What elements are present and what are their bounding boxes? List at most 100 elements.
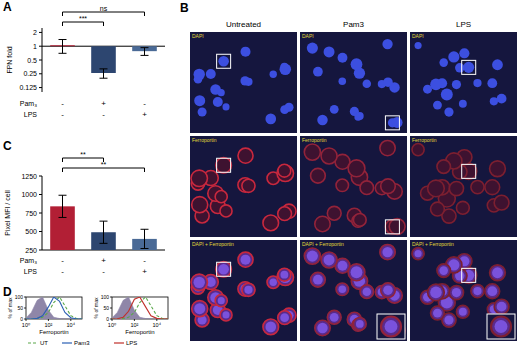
nucleus [414, 250, 421, 257]
nucleus [324, 46, 335, 57]
cell [278, 164, 291, 177]
histogram-line [112, 297, 168, 319]
nucleus [448, 51, 459, 62]
cell [336, 179, 349, 192]
y-tick-label: 100 [15, 294, 24, 300]
y-tick [110, 297, 112, 298]
cell [216, 261, 232, 277]
x-axis-label: Ferroportin [125, 329, 154, 335]
micrograph: DAPI + Ferroportin [410, 240, 517, 341]
inset-cell [381, 317, 401, 337]
y-tick [39, 176, 42, 177]
cell [321, 148, 337, 164]
error-bar [141, 229, 149, 248]
y-tick-label: 250 [25, 247, 37, 254]
figure: AFPN fold0.1250.250.512Pam₃-+-LPS--+ns**… [0, 0, 520, 347]
nucleus [240, 47, 250, 57]
cell [220, 205, 232, 217]
histogram-line [112, 297, 168, 319]
cell [381, 179, 396, 194]
cell [431, 306, 445, 320]
cell [380, 140, 395, 155]
nucleus [441, 89, 453, 101]
nucleus [194, 69, 205, 80]
nucleus [363, 79, 372, 88]
image-background [300, 136, 407, 237]
cell [315, 216, 330, 231]
nucleus [265, 322, 276, 333]
error-cap [59, 195, 67, 196]
channel-label: DAPI + Ferroportin [302, 241, 344, 247]
channel-label: DAPI [192, 33, 204, 39]
error-cap [141, 248, 149, 249]
treatment-sign: + [142, 267, 147, 276]
cell [494, 195, 509, 210]
nucleus [473, 287, 481, 295]
treatment-sign: - [143, 99, 146, 108]
nucleus [280, 64, 292, 76]
cell [304, 248, 320, 264]
nucleus [194, 95, 205, 106]
channel-label: DAPI [302, 33, 314, 39]
error-cap [100, 221, 108, 222]
cell [353, 318, 366, 331]
panel-label: B [180, 1, 189, 15]
significance: ns [100, 5, 108, 12]
cell [412, 248, 424, 260]
micrograph: DAPI + Ferroportin [190, 240, 297, 341]
error-cap [59, 217, 67, 218]
treatment-label: LPS [24, 268, 38, 275]
nucleus [338, 261, 348, 271]
cell [215, 295, 227, 307]
cell [389, 219, 405, 235]
cell [191, 274, 207, 290]
cell [191, 170, 207, 186]
nucleus [459, 308, 467, 316]
significance-bracket [63, 22, 104, 26]
image-background [300, 240, 407, 341]
nucleus [444, 315, 453, 324]
cell [381, 283, 396, 298]
cell [278, 311, 292, 325]
nucleus [487, 286, 497, 296]
significance: ** [80, 151, 86, 158]
image-background [190, 240, 297, 341]
nucleus [383, 285, 393, 295]
error-cap [59, 53, 67, 54]
nucleus [313, 275, 323, 285]
cell [428, 284, 445, 301]
legend-swatch [114, 342, 124, 343]
nucleus [280, 63, 288, 71]
nucleus [218, 56, 229, 67]
error-line [103, 221, 104, 243]
treatment-sign: - [61, 256, 64, 265]
legend-swatch [28, 342, 38, 343]
zoom-box [462, 60, 476, 74]
nucleus [351, 58, 363, 70]
nucleus [270, 279, 277, 286]
nucleus [213, 97, 223, 107]
nucleus [439, 58, 448, 67]
histogram-chart: 05010010⁰10²10⁴% of maxFerroportinLPS [93, 294, 168, 346]
cell [311, 272, 326, 287]
nucleus [433, 101, 442, 110]
x-tick-label: 10⁴ [153, 322, 162, 328]
bar-chart: AFPN fold0.1250.250.512Pam₃-+-LPS--+ns**… [3, 0, 165, 119]
treatment-label: Pam₃ [20, 257, 37, 264]
cell [360, 285, 374, 299]
y-axis-label: % of max [7, 297, 13, 318]
inset [377, 314, 405, 339]
nucleus [382, 39, 392, 49]
cell [428, 180, 445, 197]
cell [471, 284, 484, 297]
y-axis-label: % of max [93, 297, 99, 318]
nucleus [338, 53, 348, 63]
channel-label: DAPI [412, 33, 424, 39]
y-tick [39, 87, 42, 88]
cell [216, 157, 232, 173]
nucleus [218, 89, 225, 96]
error-bar [100, 69, 108, 78]
nucleus [218, 297, 225, 304]
cell [437, 264, 451, 278]
micrograph-panel: BUntreatedDAPIFerroportinDAPI + Ferropor… [180, 1, 517, 341]
